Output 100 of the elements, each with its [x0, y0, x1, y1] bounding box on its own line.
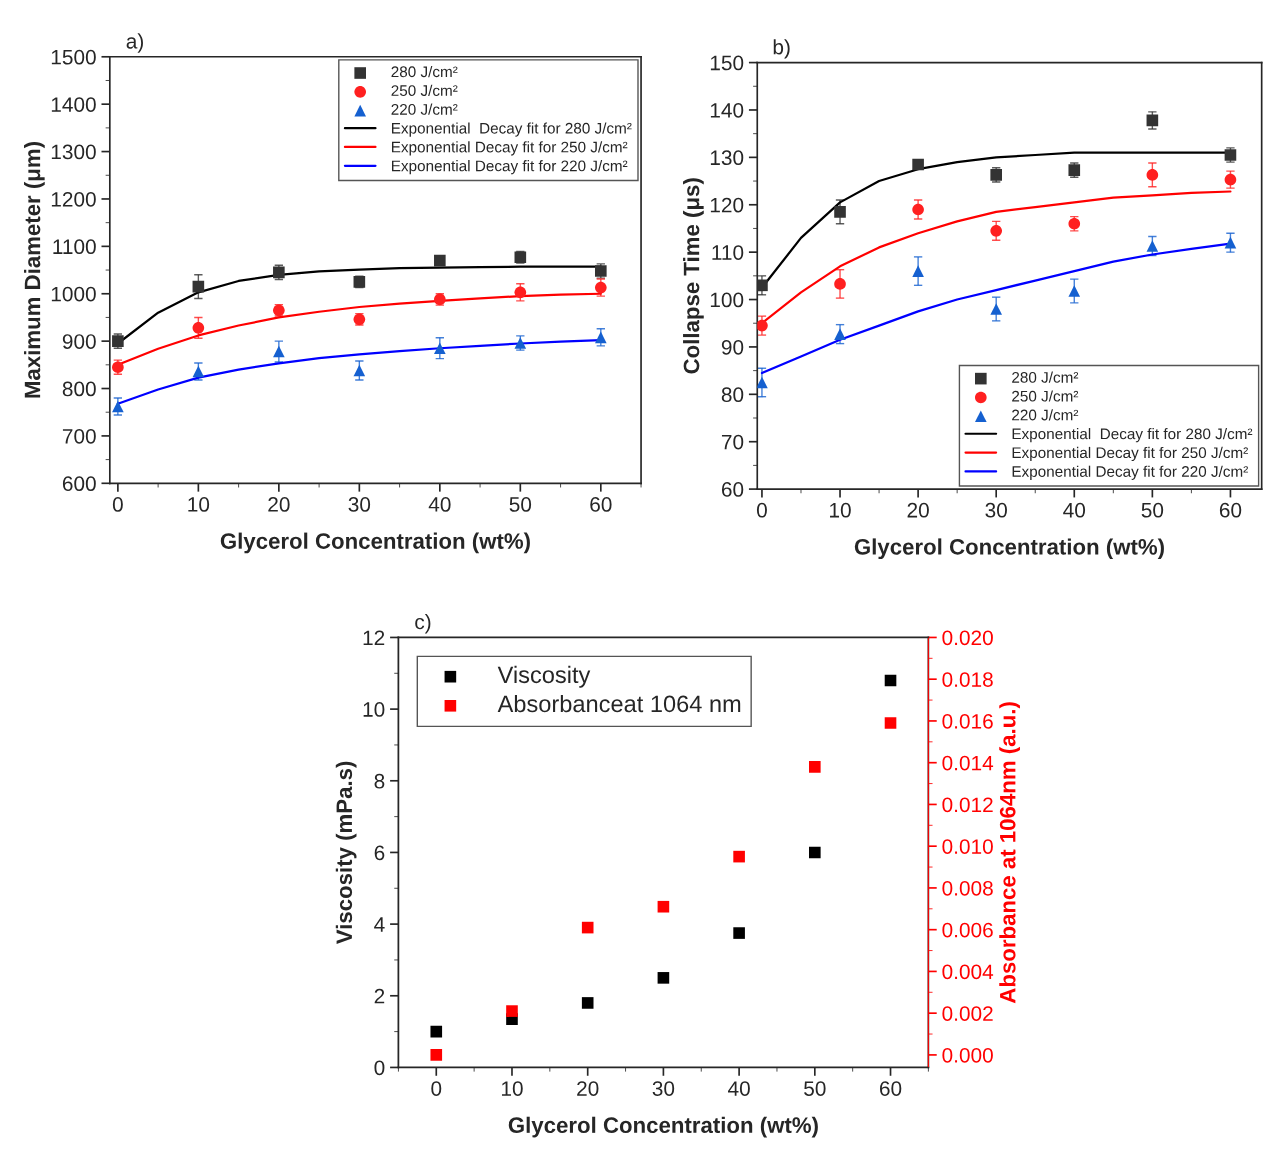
y-tick-label: 700	[62, 428, 96, 444]
x-tick-label: 30	[985, 502, 1007, 518]
point	[1224, 236, 1237, 249]
y-tick-label: 150	[710, 55, 744, 71]
y-tick-label: 8	[374, 773, 385, 789]
y-tick-label: 900	[62, 334, 96, 349]
x-tick-label: 30	[652, 1081, 675, 1096]
x-axis-title: Glycerol Concentration (wt%)	[508, 1116, 818, 1138]
point	[990, 225, 1002, 237]
point	[884, 674, 897, 687]
y-tick-label: 1400	[51, 97, 96, 112]
point	[912, 265, 924, 277]
x-tick-label: 60	[880, 1081, 902, 1096]
legend-label: 280 J/cm²	[1012, 371, 1079, 383]
point	[912, 203, 924, 216]
legend-label: 220 J/cm²	[391, 103, 458, 115]
point	[434, 342, 446, 355]
y-tick-label: 80	[721, 387, 744, 403]
y-axis-title: Collapse Time (μs)	[683, 178, 704, 374]
point	[834, 278, 846, 290]
x-tick-label: 60	[1219, 502, 1242, 518]
y2-tick-label: 0.008	[942, 880, 993, 896]
point	[581, 997, 594, 1009]
chart-title: a)	[126, 33, 143, 53]
point	[733, 927, 745, 939]
y2-tick-label: 0.012	[942, 797, 993, 813]
y-tick-label: 1300	[51, 144, 96, 160]
x-tick-label: 50	[509, 497, 532, 512]
y2-axis-title: Absorbance at 1064nm (a.u.)	[999, 702, 1020, 1004]
point	[733, 850, 745, 863]
point	[434, 254, 446, 267]
y2-tick-label: 0.004	[942, 964, 994, 980]
point	[506, 1005, 518, 1017]
y2-tick-label: 0.018	[942, 672, 993, 687]
y2-tick-label: 0.016	[942, 713, 993, 729]
point	[912, 158, 924, 171]
x-tick-label: 40	[1063, 502, 1086, 518]
point	[430, 1049, 443, 1061]
point	[430, 1025, 443, 1038]
y-tick-label: 2	[374, 988, 385, 1004]
y-tick-label: 110	[712, 245, 744, 260]
y-tick-label: 12	[363, 630, 385, 645]
x-tick-label: 40	[428, 497, 451, 512]
point	[192, 280, 205, 293]
point	[884, 717, 897, 729]
point	[1146, 169, 1159, 181]
x-tick-label: 0	[756, 502, 767, 518]
y-tick-label: 600	[62, 476, 96, 492]
chart-title: c)	[415, 614, 431, 634]
point	[757, 279, 768, 292]
legend-label: Exponential Decay fit for 250 J/cm²	[1012, 446, 1248, 462]
legend-label: Exponential Decay fit for 280 J/cm²	[1012, 428, 1253, 443]
x-tick-label: 10	[830, 502, 851, 518]
y-tick-label: 1500	[51, 49, 96, 65]
x-tick-label: 20	[577, 1081, 599, 1096]
x-tick-label: 50	[1141, 502, 1164, 518]
point	[809, 761, 821, 773]
legend-label: 280 J/cm²	[391, 65, 458, 78]
y-tick-label: 4	[374, 917, 385, 932]
y-tick-label: 140	[710, 102, 744, 118]
y2-tick-label: 0.014	[942, 755, 994, 771]
legend-label: 250 J/cm²	[1012, 390, 1079, 402]
x-tick-label: 20	[268, 497, 290, 512]
y-tick-label: 6	[374, 845, 385, 861]
y-tick-label: 130	[710, 150, 744, 166]
y-axis-title: Maximum Diameter (μm)	[24, 142, 45, 398]
legend-label: 250 J/cm²	[391, 84, 458, 96]
y2-tick-label: 0.000	[942, 1047, 993, 1063]
y-tick-label: 10	[363, 702, 385, 717]
x-tick-label: 60	[590, 497, 612, 512]
y-axis-title: Viscosity (mPa.s)	[335, 761, 357, 945]
y-tick-label: 1100	[53, 239, 96, 255]
x-tick-label: 20	[907, 502, 929, 518]
y2-tick-label: 0.002	[942, 1006, 993, 1021]
point	[757, 376, 768, 389]
point	[657, 900, 670, 913]
x-tick-label: 0	[112, 497, 123, 512]
y-tick-label: 90	[721, 339, 744, 355]
point	[657, 972, 670, 984]
y-tick-label: 60	[721, 482, 744, 497]
point	[757, 319, 768, 332]
y2-tick-label: 0.006	[942, 922, 993, 938]
legend-label: Exponential Decay fit for 220 J/cm²	[392, 160, 628, 175]
y-tick-label: 70	[721, 434, 744, 450]
point	[834, 328, 846, 340]
legend-label: 220 J/cm²	[1012, 409, 1079, 421]
point	[1068, 285, 1081, 297]
point	[581, 921, 594, 934]
y2-tick-label: 0.020	[942, 630, 993, 646]
y-tick-label: 800	[62, 381, 96, 397]
point	[353, 364, 366, 377]
y-tick-label: 1000	[51, 286, 96, 302]
point	[1146, 240, 1159, 252]
x-tick-label: 0	[431, 1081, 442, 1096]
point	[809, 846, 821, 859]
x-axis-title: Glycerol Concentration (wt%)	[854, 538, 1164, 560]
legend-label: Absorbanceat 1064 nm	[497, 694, 741, 713]
point	[273, 345, 285, 358]
legend-label: Viscosity	[497, 665, 591, 688]
y-tick-label: 1200	[51, 191, 96, 207]
